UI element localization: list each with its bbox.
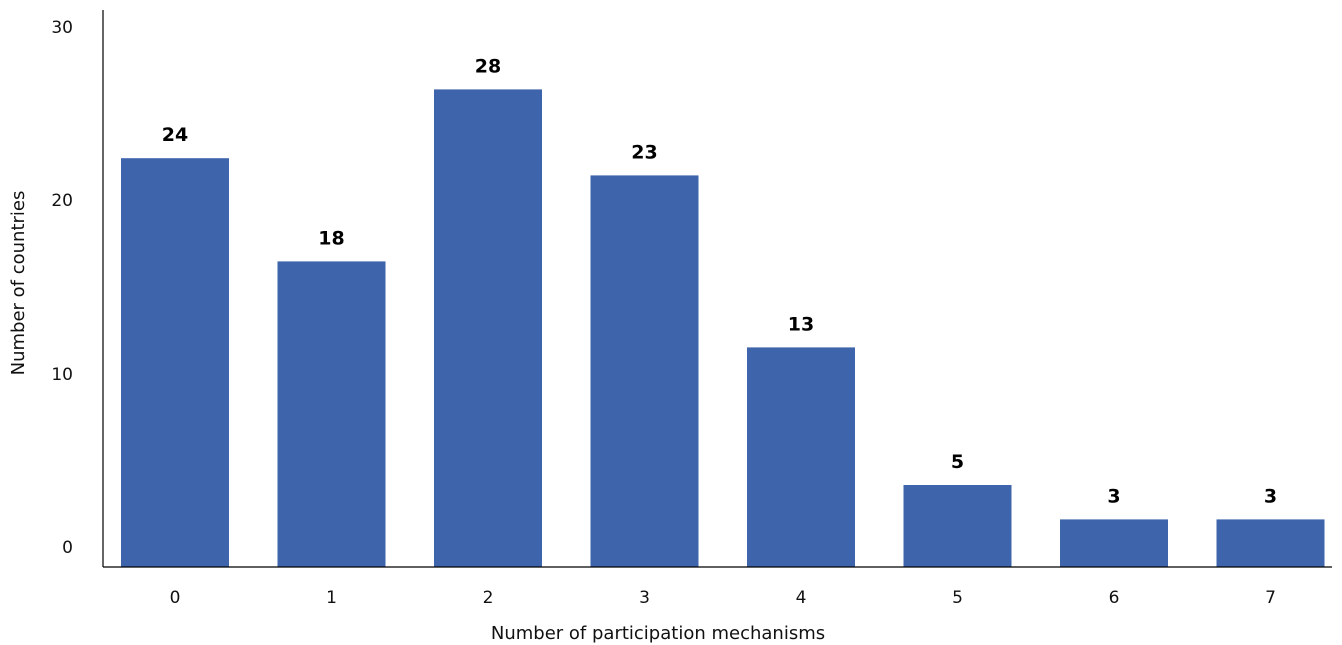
bar-value-label: 18 — [318, 227, 344, 249]
bar — [1216, 519, 1325, 567]
bar — [434, 89, 542, 568]
x-tick-label: 6 — [1109, 588, 1120, 608]
y-tick-label: 20 — [51, 191, 73, 211]
y-tick-label: 30 — [51, 18, 73, 38]
bar-value-label: 3 — [1107, 485, 1120, 507]
bar — [121, 158, 229, 567]
y-tick-label: 10 — [51, 365, 73, 385]
bar-value-label: 28 — [475, 55, 501, 77]
bar — [1060, 519, 1168, 567]
x-tick-label: 5 — [952, 588, 963, 608]
x-tick-label: 3 — [639, 588, 650, 608]
bar-value-label: 23 — [631, 141, 657, 163]
bar-value-label: 24 — [162, 124, 188, 146]
x-axis-title: Number of participation mechanisms — [491, 623, 825, 644]
x-axis-ticks: 0 1 2 3 4 5 6 7 — [170, 588, 1276, 608]
value-labels-group: 24 18 28 23 13 5 3 3 — [162, 55, 1277, 507]
y-tick-label: 0 — [62, 538, 73, 558]
x-tick-label: 1 — [326, 588, 337, 608]
y-axis-ticks: 0 10 20 30 — [51, 18, 73, 558]
x-tick-label: 0 — [170, 588, 181, 608]
bar-value-label: 13 — [788, 313, 814, 335]
bar — [277, 261, 386, 567]
x-tick-label: 7 — [1265, 588, 1276, 608]
bar — [903, 485, 1012, 567]
y-axis-title: Number of countries — [8, 191, 29, 376]
x-tick-label: 4 — [796, 588, 807, 608]
bars-group — [121, 89, 1325, 568]
bar — [747, 347, 855, 567]
bar-value-label: 5 — [951, 451, 964, 473]
bar-value-label: 3 — [1264, 485, 1277, 507]
bar — [590, 175, 699, 567]
x-tick-label: 2 — [483, 588, 494, 608]
